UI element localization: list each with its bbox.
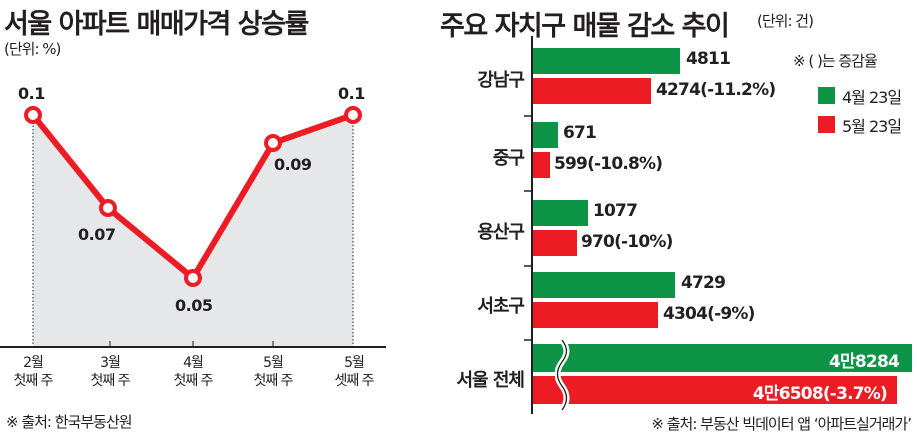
- bar-value: 4729: [681, 273, 726, 293]
- bar-value: 4만8284: [829, 352, 900, 372]
- category-label: 강남구: [477, 70, 525, 91]
- bar-chart-source: ※ 출처: 부동산 빅데이터 앱 ‘아파트실거래가’: [651, 415, 912, 433]
- category-label: 중구: [492, 148, 525, 169]
- legend-swatch-green: [818, 87, 835, 104]
- bar-value: 599(-10.8%): [554, 154, 663, 174]
- point-label: 0.09: [274, 155, 312, 174]
- bar-apr-yongsan: [533, 200, 588, 226]
- bar-may-yongsan: [533, 230, 577, 256]
- bar-apr-gangnam: [533, 48, 680, 74]
- x-label: 2월 첫째 주: [13, 355, 53, 389]
- bar-value: 4274(-11.2%): [656, 80, 776, 100]
- point-label: 0.05: [175, 296, 213, 315]
- x-label: 5월 첫째 주: [253, 355, 293, 389]
- line-chart: [0, 106, 386, 348]
- bar-value: 4304(-9%): [663, 304, 755, 324]
- axis-break-icon: [555, 338, 570, 412]
- bar-may-junggu: [533, 152, 550, 178]
- x-label: 3월 첫째 주: [90, 355, 130, 389]
- bar-value: 4만6508(-3.7%): [752, 384, 888, 404]
- bar-may-seoul: [533, 376, 897, 404]
- bar-may-gangnam: [533, 78, 651, 104]
- bar-may-seocho: [533, 302, 658, 328]
- bar-apr-seocho: [533, 272, 675, 298]
- bar-chart-title: 주요 자치구 매물 감소 추이: [440, 11, 730, 42]
- category-label: 서초구: [477, 296, 525, 317]
- bar-value: 970(-10%): [581, 232, 673, 252]
- data-point: [24, 106, 42, 124]
- category-label: 용산구: [477, 222, 525, 243]
- bar-chart-unit: (단위: 건): [757, 12, 814, 30]
- data-point: [184, 269, 202, 287]
- data-point: [344, 106, 362, 124]
- category-label: 서울 전체: [456, 370, 525, 391]
- bar-axis: [524, 36, 533, 414]
- line-chart-area: [33, 115, 353, 347]
- legend-label: 4월 23일: [842, 88, 902, 107]
- data-point: [264, 134, 282, 152]
- point-label: 0.07: [78, 225, 116, 244]
- legend-swatch-red: [818, 116, 835, 133]
- x-label: 4월 첫째 주: [173, 355, 213, 389]
- bar-apr-junggu: [533, 122, 558, 148]
- line-chart-source: ※ 출처: 한국부동산원: [6, 413, 133, 431]
- point-label: 0.1: [338, 84, 365, 103]
- line-chart-unit: (단위: %): [4, 40, 61, 58]
- data-point: [99, 199, 117, 217]
- bar-value: 4811: [686, 49, 731, 69]
- bar-value: 1077: [593, 201, 638, 221]
- x-label: 5월 셋째 주: [334, 355, 374, 389]
- point-label: 0.1: [18, 84, 45, 103]
- legend-note: ※ ( )는 증감율: [793, 52, 878, 70]
- bar-value: 671: [563, 123, 597, 143]
- line-chart-title: 서울 아파트 매매가격 상승률: [4, 9, 309, 40]
- bar-apr-seoul: [533, 344, 912, 372]
- legend-label: 5월 23일: [842, 117, 902, 136]
